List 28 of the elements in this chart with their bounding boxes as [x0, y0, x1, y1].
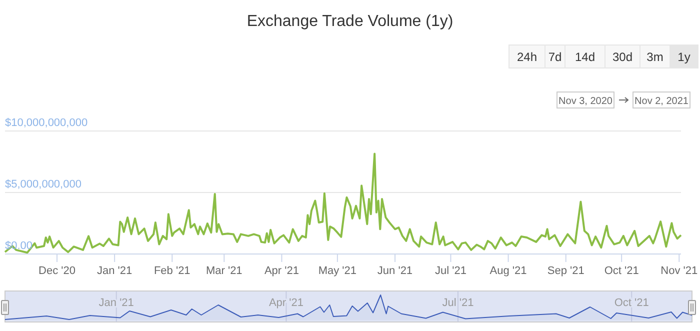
text: 14d — [574, 50, 596, 64]
x-tick-label: Jul '21 — [442, 297, 474, 309]
text: 7d — [548, 50, 562, 64]
x-tick-label: May '21 — [318, 265, 357, 277]
text: 30d — [612, 50, 633, 64]
y-tick-label: $10,000,000,000 — [5, 117, 88, 129]
x-tick-label: Jul '21 — [434, 265, 466, 277]
x-tick-label: Mar '21 — [206, 265, 242, 277]
x-tick-label: Apr '21 — [264, 265, 299, 277]
x-tick-label: Sep '21 — [547, 265, 584, 277]
x-tick-label: Dec '20 — [38, 265, 76, 277]
x-tick-label: Aug '21 — [490, 265, 527, 277]
x-tick-label: Oct '21 — [614, 297, 649, 309]
text: Nov 3, 2020 — [558, 96, 613, 107]
x-tick-label: Jun '21 — [377, 265, 413, 277]
chart-title: Exchange Trade Volume (1y) — [246, 13, 454, 30]
y-tick-label: $5,000,000,000 — [5, 178, 82, 190]
x-tick-label: Jan '21 — [97, 265, 132, 277]
x-tick-label: Oct '21 — [604, 265, 639, 277]
x-tick-label: Nov '21 — [660, 265, 698, 277]
x-tick-label: Feb '21 — [154, 265, 190, 277]
x-tick-label: Jan '21 — [98, 297, 134, 309]
text: 3m — [646, 50, 664, 64]
text: 24h — [516, 50, 538, 64]
text: Nov 2, 2021 — [634, 96, 689, 107]
text: 1y — [678, 50, 690, 64]
x-tick-label: Apr '21 — [268, 297, 304, 309]
y-tick-label: $0.00 — [5, 240, 33, 252]
